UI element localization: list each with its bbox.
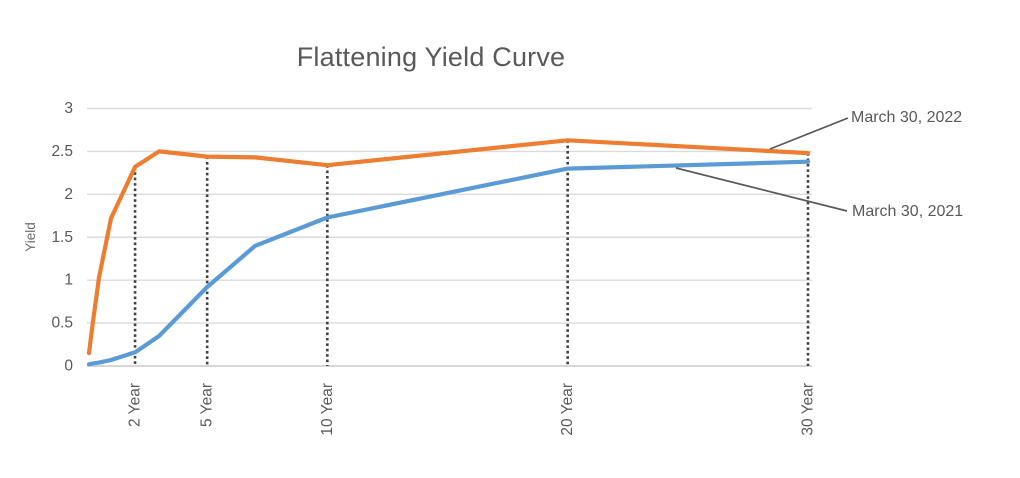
x-tick-label: 5 Year	[199, 383, 216, 427]
x-tick-label: 20 Year	[559, 383, 576, 436]
series-line-2022	[86, 138, 811, 356]
annotation-leader-line-2022	[769, 117, 849, 150]
series-label-march-30-2022: March 30, 2022	[851, 109, 963, 126]
series-label-march-30-2021: March 30, 2021	[852, 203, 964, 220]
y-tick-label: 1.5	[51, 229, 73, 246]
annotation-leader-line-2021	[675, 167, 848, 212]
y-tick-label: 1	[64, 272, 73, 289]
x-tick-label: 10 Year	[319, 383, 336, 436]
y-tick-label: 3	[64, 100, 73, 117]
y-tick-label: 2.5	[51, 143, 73, 160]
chart-title: Flattening Yield Curve	[296, 42, 566, 72]
x-tick-label: 2 Year	[127, 383, 144, 427]
series-line-2021	[86, 159, 811, 367]
y-axis-title-text: Yield	[22, 222, 38, 252]
y-tick-label: 0.5	[51, 315, 73, 332]
y-axis-title: Yield	[2, 209, 58, 265]
x-tick-label: 30 Year	[800, 383, 817, 436]
y-tick-label: 2	[64, 186, 73, 203]
y-tick-label: 0	[64, 358, 73, 375]
